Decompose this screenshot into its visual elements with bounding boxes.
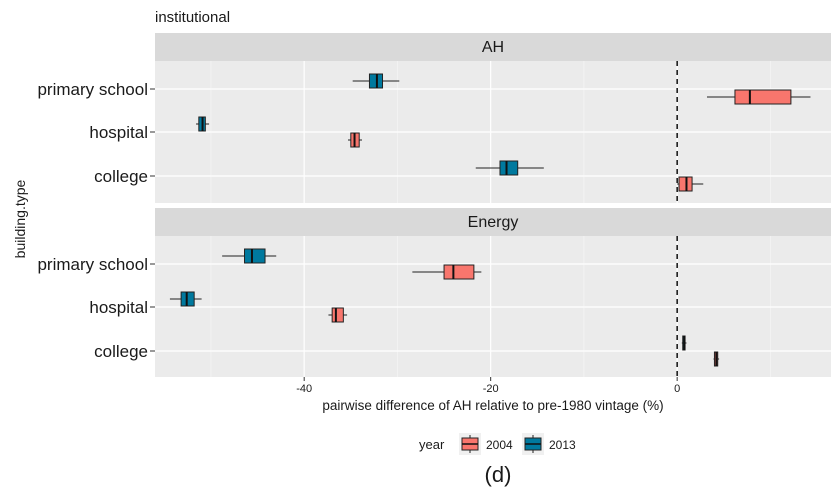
box-2013-primary-school	[352, 73, 400, 89]
legend-item-2013: 2013	[522, 433, 576, 455]
box	[499, 160, 519, 176]
box-2004-college	[677, 176, 704, 192]
category-label: hospital	[89, 123, 148, 142]
box-2013-hospital	[169, 291, 202, 307]
box-2013-college	[475, 160, 544, 176]
figure-caption: (d)	[485, 462, 512, 487]
facet-label: Energy	[468, 214, 519, 231]
box-2004-hospital	[348, 132, 362, 148]
box-2004-primary-school	[706, 89, 811, 105]
legend-label: 2004	[486, 438, 513, 452]
legend-label: 2013	[549, 438, 576, 452]
legend-item-2004: 2004	[459, 433, 513, 455]
legend: year 2004 2013	[419, 433, 576, 455]
facet-strip	[155, 33, 831, 61]
facet-strip	[155, 208, 831, 236]
category-label: college	[94, 167, 148, 186]
facet-label: AH	[482, 39, 504, 56]
box-2004-college	[713, 351, 720, 367]
box	[331, 307, 344, 323]
box-2013-college	[681, 335, 687, 351]
x-axis: -40 -20 0	[296, 377, 680, 395]
x-axis-label: pairwise difference of AH relative to pr…	[322, 398, 663, 413]
x-tick-label: -40	[296, 383, 312, 395]
category-label: college	[94, 342, 148, 361]
box-2013-hospital	[196, 116, 210, 132]
panel-energy: Energy primary school hospital college	[37, 208, 831, 377]
chart-title: institutional	[155, 9, 230, 26]
box	[244, 248, 266, 264]
x-tick-label: 0	[674, 383, 680, 395]
category-label: primary school	[37, 80, 148, 99]
category-label: primary school	[37, 255, 148, 274]
box	[734, 89, 792, 105]
box	[443, 264, 475, 280]
x-tick-label: -20	[483, 383, 499, 395]
box-2004-primary-school	[412, 264, 482, 280]
panels: AH primary school hospital college Energy pri…	[37, 33, 831, 395]
panel-ah: AH primary school hospital college	[37, 33, 831, 203]
box-2004-hospital	[328, 307, 348, 323]
y-axis-label: building.type	[12, 179, 28, 258]
box-2013-primary-school	[222, 248, 277, 264]
category-label: hospital	[89, 298, 148, 317]
legend-title: year	[419, 437, 445, 452]
